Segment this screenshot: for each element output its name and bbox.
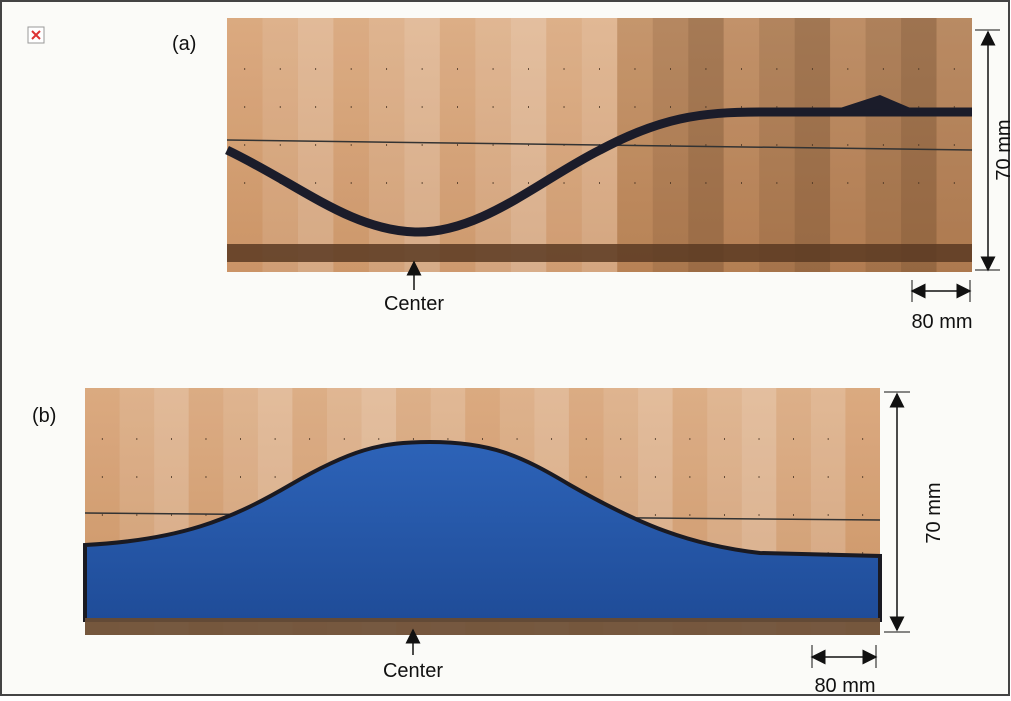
- width-label: 80 mm: [814, 675, 875, 696]
- panel-a-photo: [225, 18, 973, 272]
- broken-image-icon: [27, 26, 45, 44]
- panel-label: (b): [32, 405, 56, 427]
- height-label: 70 mm: [993, 119, 1011, 180]
- panel-label: (a): [172, 33, 196, 55]
- width-label: 80 mm: [911, 311, 972, 333]
- panel-b-photo: [83, 388, 882, 635]
- center-label: Center: [383, 660, 443, 682]
- height-label: 70 mm: [923, 482, 945, 543]
- center-label: Center: [384, 293, 444, 315]
